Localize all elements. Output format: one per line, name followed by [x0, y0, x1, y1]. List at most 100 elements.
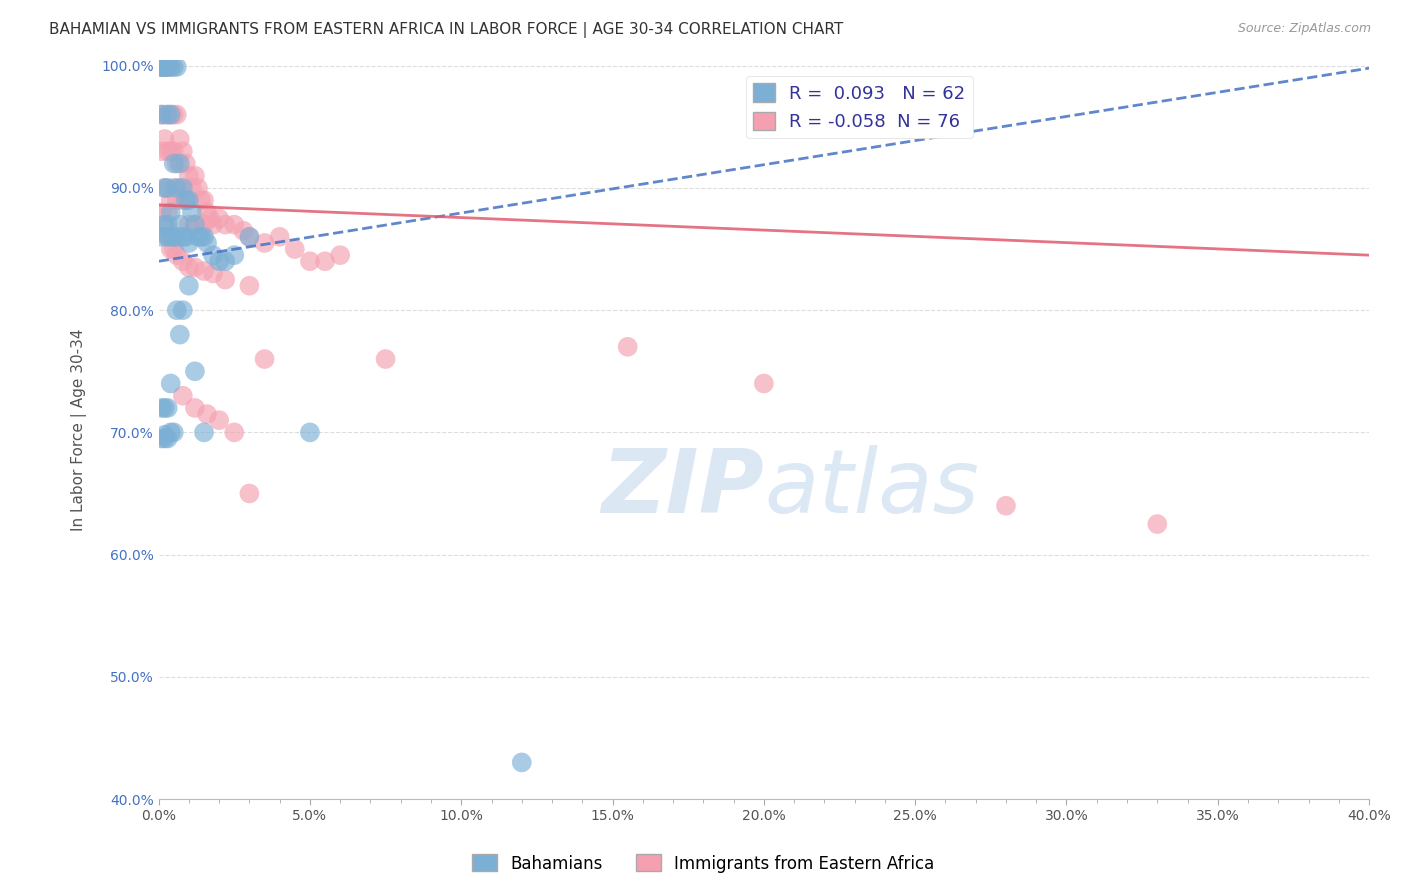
Point	[193, 425, 215, 440]
Point	[214, 254, 236, 268]
Point	[172, 193, 194, 207]
Point	[184, 218, 207, 232]
Point	[193, 218, 215, 232]
Point	[156, 145, 179, 159]
Point	[159, 60, 181, 74]
Point	[238, 278, 260, 293]
Point	[238, 230, 260, 244]
Point	[177, 169, 200, 183]
Point	[156, 230, 179, 244]
Legend: R =  0.093   N = 62, R = -0.058  N = 76: R = 0.093 N = 62, R = -0.058 N = 76	[747, 76, 973, 138]
Point	[150, 145, 173, 159]
Text: Source: ZipAtlas.com: Source: ZipAtlas.com	[1237, 22, 1371, 36]
Point	[187, 181, 209, 195]
Point	[163, 107, 186, 121]
Point	[159, 425, 181, 440]
Point	[156, 107, 179, 121]
Point	[202, 218, 225, 232]
Point	[329, 248, 352, 262]
Point	[156, 230, 179, 244]
Point	[232, 224, 254, 238]
Point	[180, 205, 202, 219]
Point	[156, 181, 179, 195]
Point	[156, 401, 179, 415]
Point	[172, 389, 194, 403]
Point	[172, 303, 194, 318]
Point	[159, 230, 181, 244]
Point	[752, 376, 775, 391]
Point	[172, 230, 194, 244]
Point	[169, 327, 191, 342]
Point	[159, 193, 181, 207]
Point	[150, 205, 173, 219]
Point	[150, 107, 173, 121]
Point	[177, 278, 200, 293]
Point	[298, 254, 321, 268]
Point	[195, 205, 218, 219]
Point	[163, 156, 186, 170]
Point	[190, 230, 212, 244]
Point	[153, 60, 176, 74]
Point	[159, 107, 181, 121]
Point	[208, 211, 231, 226]
Text: BAHAMIAN VS IMMIGRANTS FROM EASTERN AFRICA IN LABOR FORCE | AGE 30-34 CORRELATIO: BAHAMIAN VS IMMIGRANTS FROM EASTERN AFRI…	[49, 22, 844, 38]
Point	[163, 425, 186, 440]
Point	[166, 303, 188, 318]
Point	[184, 364, 207, 378]
Legend: Bahamians, Immigrants from Eastern Africa: Bahamians, Immigrants from Eastern Afric…	[465, 847, 941, 880]
Point	[156, 432, 179, 446]
Point	[153, 401, 176, 415]
Point	[150, 60, 173, 74]
Point	[166, 248, 188, 262]
Point	[169, 132, 191, 146]
Point	[193, 264, 215, 278]
Point	[172, 145, 194, 159]
Point	[153, 60, 176, 74]
Point	[163, 145, 186, 159]
Point	[169, 181, 191, 195]
Point	[202, 267, 225, 281]
Point	[159, 107, 181, 121]
Point	[208, 254, 231, 268]
Point	[163, 230, 186, 244]
Point	[184, 401, 207, 415]
Text: atlas: atlas	[763, 445, 979, 532]
Point	[156, 218, 179, 232]
Point	[253, 352, 276, 367]
Point	[169, 156, 191, 170]
Point	[177, 235, 200, 250]
Point	[163, 60, 186, 74]
Point	[184, 169, 207, 183]
Point	[159, 205, 181, 219]
Point	[166, 230, 188, 244]
Point	[208, 413, 231, 427]
Point	[150, 230, 173, 244]
Point	[253, 235, 276, 250]
Point	[298, 425, 321, 440]
Point	[238, 230, 260, 244]
Point	[193, 193, 215, 207]
Point	[238, 486, 260, 500]
Point	[616, 340, 638, 354]
Point	[153, 60, 176, 74]
Text: ZIP: ZIP	[602, 445, 763, 532]
Point	[174, 193, 197, 207]
Point	[166, 193, 188, 207]
Point	[156, 60, 179, 74]
Point	[314, 254, 336, 268]
Point	[153, 218, 176, 232]
Point	[193, 230, 215, 244]
Point	[195, 407, 218, 421]
Point	[214, 272, 236, 286]
Point	[177, 218, 200, 232]
Point	[994, 499, 1017, 513]
Point	[184, 218, 207, 232]
Point	[159, 242, 181, 256]
Point	[172, 181, 194, 195]
Point	[224, 218, 246, 232]
Point	[214, 218, 236, 232]
Point	[153, 427, 176, 442]
Point	[153, 107, 176, 121]
Point	[159, 376, 181, 391]
Point	[269, 230, 291, 244]
